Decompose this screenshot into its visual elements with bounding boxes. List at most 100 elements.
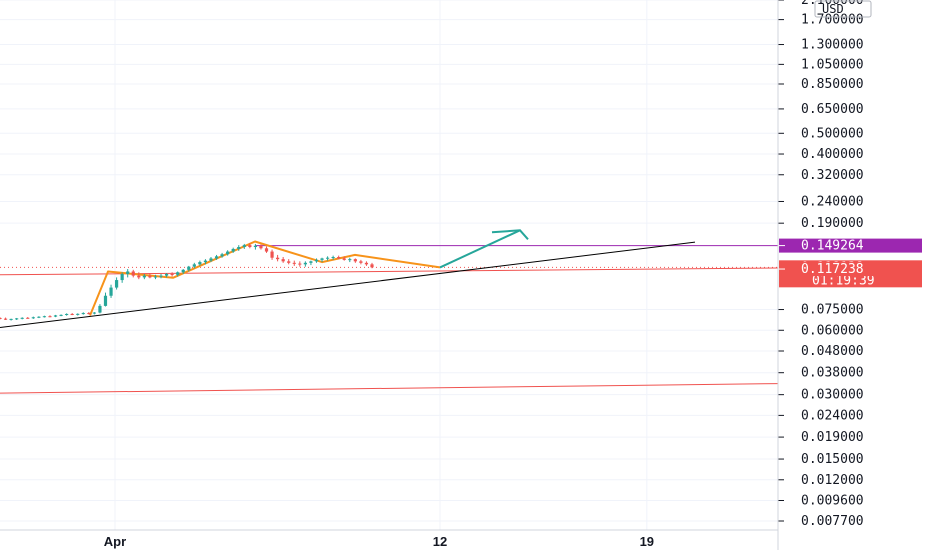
candle-body: [26, 317, 30, 319]
candle-body: [270, 251, 274, 258]
candle-body: [92, 312, 96, 314]
candle-body: [0, 317, 2, 319]
candle-body: [103, 295, 108, 306]
candle-body: [192, 264, 196, 267]
candle-body: [109, 287, 113, 296]
candle-body: [331, 257, 335, 259]
y-tick-label: 0.650000: [801, 102, 864, 117]
candle-body: [59, 314, 63, 316]
candle-body: [259, 245, 263, 249]
candle-body: [76, 313, 80, 315]
candle-body: [242, 245, 246, 248]
candle-body: [42, 316, 47, 318]
y-tick-label: 0.019000: [801, 430, 864, 445]
candle-body: [337, 257, 341, 259]
y-tick-label: 1.300000: [801, 38, 864, 53]
y-tick-label: 0.320000: [801, 168, 864, 183]
price-badge: [779, 262, 922, 277]
candle-body: [148, 275, 152, 278]
y-tick-label: 0.012000: [801, 473, 864, 488]
candle-body: [20, 317, 24, 319]
candles-layer: [0, 243, 374, 321]
candle-body: [214, 256, 219, 259]
candle-body: [120, 273, 124, 281]
candle-body: [248, 245, 252, 248]
candle-body: [220, 254, 224, 257]
candle-body: [276, 257, 280, 260]
candle-body: [325, 257, 330, 259]
candle-body: [53, 315, 58, 317]
time-axis[interactable]: Apr 12 19: [0, 529, 778, 549]
candle-body: [209, 258, 213, 261]
candle-body: [170, 273, 174, 275]
price-badge-value: 0.149264: [801, 239, 864, 254]
candle-body: [203, 260, 208, 263]
candle-body: [9, 318, 13, 320]
candle-body: [153, 276, 158, 278]
candle-body: [370, 264, 374, 268]
candle-body: [231, 248, 235, 252]
candle-body: [176, 272, 180, 275]
y-tick-label: 0.500000: [801, 126, 864, 141]
price-badge: [779, 238, 922, 253]
candle-body: [70, 313, 74, 315]
candle-body: [15, 318, 19, 320]
candle-body: [237, 247, 241, 249]
lower-support-line: [0, 383, 779, 394]
x-tick-label: Apr: [104, 534, 126, 549]
candle-body: [37, 316, 41, 318]
projection-arrow-line: [439, 229, 521, 269]
candle-body: [81, 313, 85, 315]
candle-body: [98, 305, 102, 313]
y-tick-label: 0.850000: [801, 77, 864, 92]
candle-body: [164, 273, 169, 276]
candle-body: [198, 262, 202, 265]
candle-body: [287, 261, 291, 263]
currency-label: USD: [822, 2, 844, 16]
y-tick-label: 0.038000: [801, 366, 864, 381]
candle-body: [353, 259, 357, 262]
candle-body: [281, 259, 285, 262]
price-axis[interactable]: 2.100000 1.700000 1.300000 1.050000 0.850000…: [777, 0, 922, 550]
trend-line: [0, 241, 696, 329]
y-tick-label: 1.050000: [801, 57, 864, 72]
candle-body: [31, 317, 35, 319]
price-badge-countdown: 01:19:39: [812, 273, 875, 288]
y-tick-label: 0.030000: [801, 388, 864, 403]
candle-body: [298, 263, 302, 265]
candle-body: [137, 275, 141, 278]
candle-body: [264, 248, 269, 252]
grid-lines: [0, 0, 778, 530]
price-badge-value: 0.117238: [801, 262, 864, 277]
currency-box: [814, 0, 872, 18]
candle-body: [348, 259, 352, 261]
candle-body: [303, 262, 307, 265]
drawings-layer: [0, 229, 779, 394]
candle-body: [114, 280, 119, 288]
y-tick-label: 0.009600: [801, 494, 864, 509]
y-tick-label: 0.007700: [801, 514, 864, 529]
candle-body: [159, 275, 163, 277]
candle-body: [226, 251, 230, 255]
candle-body: [292, 262, 296, 264]
y-tick-label: 0.240000: [801, 194, 864, 209]
candle-body: [142, 275, 146, 278]
candle-body: [3, 318, 8, 320]
y-tick-label: 2.100000: [801, 0, 864, 8]
y-tick-label: 0.060000: [801, 323, 864, 338]
projection-arrow-head: [491, 229, 529, 240]
candle-body: [187, 266, 191, 270]
candle-body: [126, 271, 130, 274]
candle-body: [309, 261, 313, 263]
candle-body: [320, 258, 324, 260]
y-tick-label: 0.190000: [801, 216, 864, 231]
y-tick-label: 0.075000: [801, 303, 864, 318]
candle-body: [359, 261, 363, 263]
y-tick-label: 0.024000: [801, 408, 864, 423]
candle-body: [48, 316, 52, 318]
candle-body: [181, 269, 185, 273]
y-tick-label: 1.700000: [801, 13, 864, 28]
candle-body: [131, 271, 135, 276]
y-tick-label: 0.048000: [801, 344, 864, 359]
